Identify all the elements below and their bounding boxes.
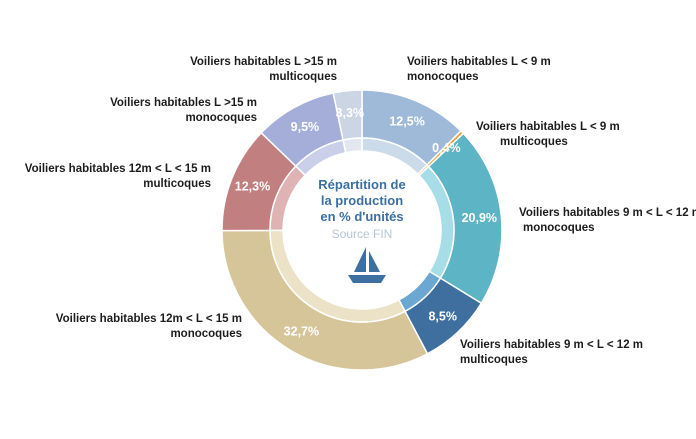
label-line: Voiliers habitables 12m < L < 15 m bbox=[55, 313, 242, 325]
label-line: multicoques bbox=[460, 354, 528, 366]
label-line: multicoques bbox=[143, 178, 211, 190]
center-title-line-3: en % d'unités bbox=[320, 209, 403, 224]
value-labels: 12,5% 0,4% 20,9% 8,5% 32,7% 12,3% 9,5% 3,3% bbox=[235, 106, 497, 339]
donut-slices bbox=[221, 89, 503, 371]
label-line: Voiliers habitables L < 9 m bbox=[476, 121, 620, 133]
value-label-mono-lt9: 12,5% bbox=[389, 115, 424, 129]
label-line: monocoques bbox=[407, 71, 479, 83]
chart-center: Répartition de la production en % d'unit… bbox=[318, 177, 406, 283]
label-line: Voiliers habitables 12m < L < 15 m bbox=[24, 163, 211, 175]
center-source: Source FIN bbox=[332, 227, 393, 241]
value-label-multi-lt9: 0,4% bbox=[432, 141, 461, 155]
value-label-mono-9-12: 20,9% bbox=[462, 211, 497, 225]
value-label-multi-9-12: 8,5% bbox=[428, 310, 457, 324]
slice-inner-multi-gt15 bbox=[342, 137, 363, 154]
label-mono-9-12: Voiliers habitables 9 m < L < 12 m monoc… bbox=[519, 206, 696, 236]
label-mono-gt15: Voiliers habitables L >15 m monocoques bbox=[110, 96, 257, 126]
label-line: multicoques bbox=[500, 136, 568, 148]
label-line: monocoques bbox=[523, 222, 595, 234]
value-label-mono-12-15: 32,7% bbox=[284, 325, 319, 339]
label-multi-9-12: Voiliers habitables 9 m < L < 12 m multi… bbox=[460, 338, 643, 368]
label-line: Voiliers habitables L < 9 m bbox=[407, 56, 551, 68]
label-line: monocoques bbox=[170, 328, 242, 340]
label-line: Voiliers habitables L >15 m bbox=[190, 56, 337, 68]
center-title-line-2: la production bbox=[321, 193, 403, 208]
center-title-line-1: Répartition de bbox=[318, 177, 405, 192]
label-line: Voiliers habitables 9 m < L < 12 m bbox=[519, 207, 696, 219]
label-line: Voiliers habitables L >15 m bbox=[110, 97, 257, 109]
value-label-multi-gt15: 3,3% bbox=[336, 106, 365, 120]
label-line: Voiliers habitables 9 m < L < 12 m bbox=[460, 339, 644, 351]
label-multi-gt15: Voiliers habitables L >15 m multicoques bbox=[190, 55, 337, 85]
label-mono-lt9: Voiliers habitables L < 9 m monocoques bbox=[407, 55, 551, 85]
label-multi-12-15: Voiliers habitables 12m < L < 15 m multi… bbox=[25, 162, 211, 192]
value-label-multi-12-15: 12,3% bbox=[235, 180, 270, 194]
sailboat-icon bbox=[348, 247, 386, 283]
label-line: multicoques bbox=[269, 71, 337, 83]
label-line: monocoques bbox=[185, 112, 257, 124]
label-mono-12-15: Voiliers habitables 12m < L < 15 m monoc… bbox=[56, 312, 242, 342]
value-label-mono-gt15: 9,5% bbox=[291, 120, 320, 134]
label-multi-lt9: Voiliers habitables L < 9 m multicoques bbox=[476, 120, 620, 150]
